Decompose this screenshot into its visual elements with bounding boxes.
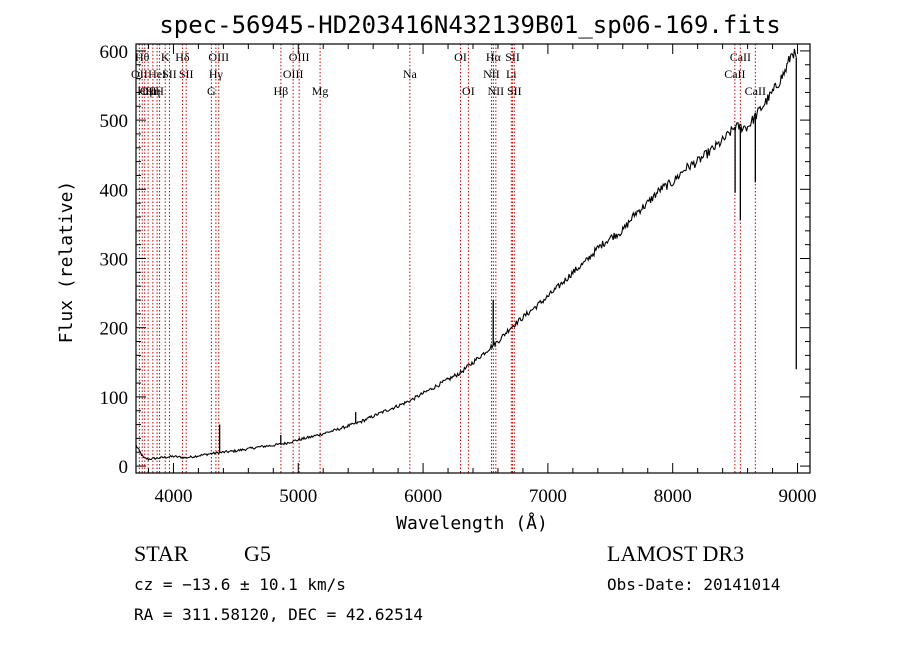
line-label-9: Hδ <box>175 50 190 64</box>
line-label-18: Na <box>403 67 418 81</box>
plot-frame <box>135 43 811 474</box>
line-label-28: CaII <box>730 50 751 64</box>
x-tick-label-4000: 4000 <box>154 486 192 507</box>
line-label-13: OIII <box>208 50 229 64</box>
x-axis-label: Wavelength (Å) <box>396 512 548 534</box>
object-type: STAR <box>134 541 189 566</box>
y-axis-label: Flux (relative) <box>56 181 77 344</box>
line-label-22: Hα <box>486 50 502 64</box>
line-label-19: OI <box>454 50 467 64</box>
line-label-21: NII <box>483 67 500 81</box>
line-label-8: SII <box>162 67 177 81</box>
object-subclass: G5 <box>244 541 271 566</box>
line-label-0: OII <box>131 67 148 81</box>
line-label-25: SII <box>505 50 520 64</box>
observation-date: Obs-Date: 20141014 <box>607 575 780 594</box>
line-label-1: Hθ <box>135 50 150 64</box>
line-label-27: CaII <box>724 67 745 81</box>
line-label-4: Hη <box>145 84 160 98</box>
y-tick-label-100: 100 <box>100 388 129 409</box>
line-label-29: CaII <box>745 84 766 98</box>
y-tick-label-300: 300 <box>100 250 129 271</box>
line-label-12: Hγ <box>209 67 224 81</box>
x-tick-label-6000: 6000 <box>404 486 442 507</box>
line-label-2: Hη <box>137 84 152 98</box>
line-label-10: SII <box>179 67 194 81</box>
line-label-3: OII <box>140 84 157 98</box>
y-tick-label-600: 600 <box>100 42 129 63</box>
redshift-readout: cz = −13.6 ± 10.1 km/s <box>134 575 346 594</box>
x-axis: 4000 5000 6000 7000 8000 9000 <box>147 44 817 507</box>
coordinates-readout: RA = 311.58120, DEC = 42.62514 <box>134 605 423 624</box>
line-label-23: NII <box>488 84 505 98</box>
line-label-20: OI <box>462 84 475 98</box>
survey-name: LAMOST DR3 <box>607 541 744 566</box>
line-label-17: Mg <box>312 84 329 98</box>
line-label-24: Li <box>506 67 517 81</box>
emission-line-markers <box>138 44 756 473</box>
line-label-5: HeI <box>148 67 166 81</box>
line-labels: OIIHθHηOIIHηHeIHKSIIHδSIIGHγOIIIHβOIIIOI… <box>131 50 766 98</box>
y-tick-label-200: 200 <box>100 319 129 340</box>
x-tick-label-9000: 9000 <box>779 486 817 507</box>
chart-title: spec-56945-HD203416N432139B01_sp06-169.f… <box>159 11 780 39</box>
line-label-11: G <box>207 84 216 98</box>
line-label-15: OIII <box>283 67 304 81</box>
y-tick-label-500: 500 <box>100 111 129 132</box>
line-label-26: SII <box>507 84 522 98</box>
line-label-6: H <box>155 84 164 98</box>
y-axis: 0 100 200 300 400 500 600 <box>100 42 810 478</box>
y-tick-label-400: 400 <box>100 180 129 201</box>
line-label-16: OIII <box>289 50 310 64</box>
x-tick-label-7000: 7000 <box>529 486 567 507</box>
spectrum-spikes <box>218 57 797 453</box>
line-label-14: Hβ <box>274 84 289 98</box>
spectrum-series-line <box>135 48 797 461</box>
x-tick-label-5000: 5000 <box>279 486 317 507</box>
x-tick-label-8000: 8000 <box>654 486 692 507</box>
line-label-7: K <box>161 50 170 64</box>
y-tick-label-0: 0 <box>119 457 129 478</box>
